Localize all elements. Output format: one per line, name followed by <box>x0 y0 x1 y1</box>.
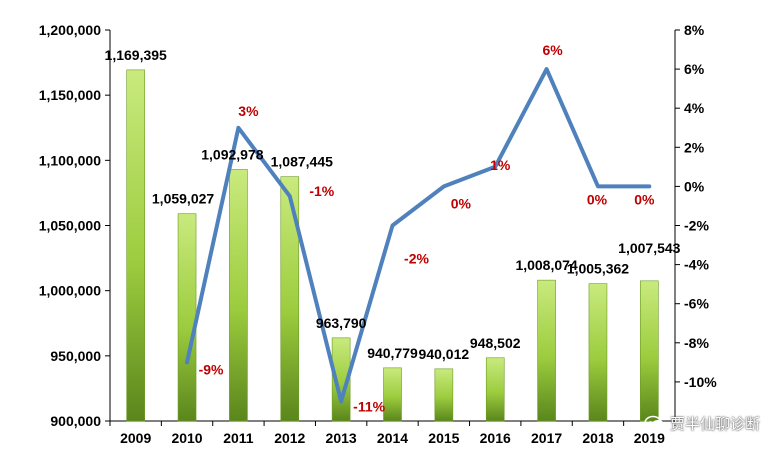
x-tick-label: 2014 <box>377 430 408 446</box>
bar-label-2018: 1,005,362 <box>567 261 629 277</box>
bar-2018 <box>588 283 608 422</box>
bar-label-2014: 940,779 <box>367 345 418 361</box>
right-tick-label: -6% <box>684 296 709 312</box>
x-tick-label: 2015 <box>428 430 459 446</box>
line-label-2017: 6% <box>542 42 563 58</box>
bar-2012 <box>280 176 300 422</box>
line-label-2019: 0% <box>634 191 655 207</box>
bar-label-2012: 1,087,445 <box>271 154 333 170</box>
bar-label-2017: 1,008,074 <box>515 257 577 273</box>
bar-2013 <box>331 337 351 422</box>
x-tick-label: 2011 <box>223 430 254 446</box>
x-tick-label: 2013 <box>326 430 357 446</box>
right-tick-label: 2% <box>684 139 705 155</box>
line-label-2015: 0% <box>451 195 472 211</box>
line-label-2018: 0% <box>587 191 608 207</box>
wechat-icon <box>644 415 666 432</box>
left-tick-label: 1,000,000 <box>39 283 101 299</box>
watermark-text: 贾半仙聊诊断 <box>669 415 760 433</box>
right-tick-label: -8% <box>684 335 709 351</box>
bar-label-2009: 1,169,395 <box>105 47 167 63</box>
line-label-2013: -11% <box>353 398 385 414</box>
bar-2019 <box>640 280 659 422</box>
right-tick-label: 0% <box>684 178 705 194</box>
right-tick-label: 8% <box>684 22 705 38</box>
bar-label-2015: 940,012 <box>419 346 470 362</box>
bar-2015 <box>434 368 454 422</box>
right-tick-label: -4% <box>684 257 709 273</box>
bar-2010 <box>177 213 197 422</box>
x-tick-label: 2012 <box>274 430 305 446</box>
right-tick-label: -10% <box>684 374 717 390</box>
x-tick-label: 2016 <box>480 430 511 446</box>
bar-label-2010: 1,059,027 <box>152 191 214 207</box>
watermark: 贾半仙聊诊断 <box>644 413 760 434</box>
x-tick-label: 2018 <box>582 430 613 446</box>
left-tick-label: 1,150,000 <box>39 87 101 103</box>
left-tick-label: 950,000 <box>50 348 101 364</box>
left-tick-label: 900,000 <box>50 413 101 429</box>
bar-label-2016: 948,502 <box>470 335 521 351</box>
line-label-2014: -2% <box>404 251 429 267</box>
bar-2011 <box>229 169 248 422</box>
x-tick-label: 2019 <box>634 430 665 446</box>
right-tick-label: -2% <box>684 218 709 234</box>
x-tick-label: 2010 <box>171 430 202 446</box>
line-label-2012: -1% <box>309 183 334 199</box>
left-tick-label: 1,200,000 <box>39 22 101 38</box>
x-tick-label: 2017 <box>531 430 562 446</box>
line-label-2011: 3% <box>238 103 259 119</box>
bar-2016 <box>485 357 505 422</box>
left-tick-label: 1,100,000 <box>39 152 101 168</box>
bar-label-2011: 1,092,978 <box>201 146 263 162</box>
x-tick-label: 2009 <box>120 430 151 446</box>
line-label-2016: 1% <box>490 157 511 173</box>
left-tick-label: 1,050,000 <box>39 218 101 234</box>
bar-2017 <box>537 279 556 422</box>
growth-line <box>185 67 652 404</box>
line-label-2010: -9% <box>199 361 224 377</box>
bar-2014 <box>383 367 402 422</box>
bar-label-2013: 963,790 <box>316 315 367 331</box>
right-tick-label: 4% <box>684 100 705 116</box>
bar-label-2019: 1,007,543 <box>618 240 680 256</box>
bar-2009 <box>126 69 145 422</box>
right-tick-label: 6% <box>684 61 705 77</box>
